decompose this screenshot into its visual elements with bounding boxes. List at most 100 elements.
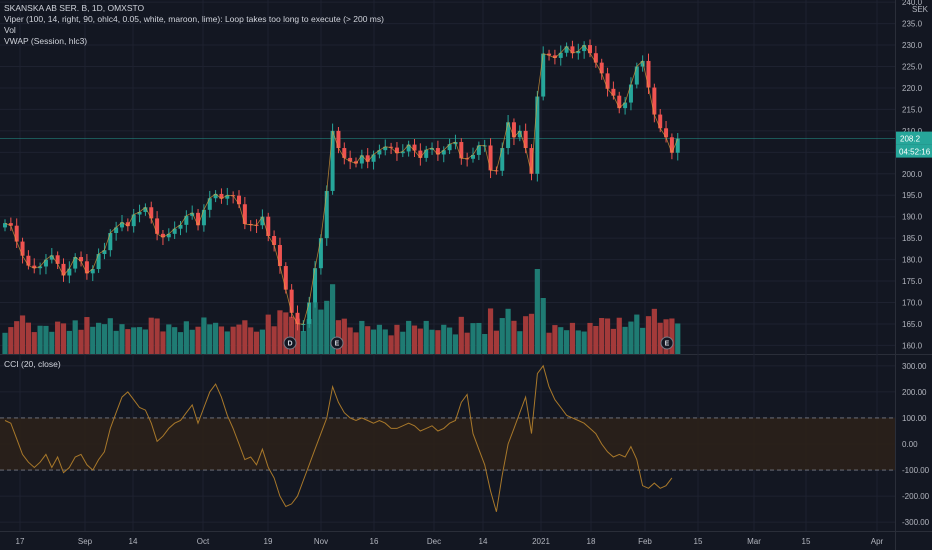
volume-bar	[201, 317, 207, 354]
candle-body	[529, 148, 534, 174]
volume-bar	[581, 331, 587, 354]
candle-body	[354, 161, 358, 164]
candle-body	[20, 241, 25, 256]
volume-bar	[253, 331, 260, 354]
candle-body	[73, 257, 78, 269]
candle-body	[90, 269, 95, 274]
legend-viper[interactable]: Viper (100, 14, right, 90, ohlc4, 0.05, …	[4, 14, 384, 24]
candle-body	[137, 211, 142, 215]
volume-bar	[19, 315, 26, 354]
cci-layer	[0, 364, 895, 512]
time-tick-label: Sep	[78, 537, 93, 546]
cci-legend[interactable]: CCI (20, close)	[4, 359, 61, 369]
volume-bar	[640, 327, 646, 354]
volume-bar	[172, 327, 178, 354]
candle-body	[348, 157, 353, 162]
volume-bar	[587, 322, 593, 354]
candle-body	[283, 266, 288, 290]
candle-body	[634, 66, 639, 85]
candle-body	[500, 148, 505, 171]
candle-body	[658, 114, 663, 129]
price-tick-label: 200.0	[902, 170, 923, 179]
volume-bar	[236, 324, 242, 354]
volume-bar	[8, 327, 14, 354]
candle-body	[669, 137, 674, 153]
candle-body	[277, 245, 282, 267]
volume-bar	[242, 320, 248, 354]
candle-body	[611, 88, 616, 96]
candle-body	[242, 204, 247, 224]
candle-body	[295, 312, 300, 324]
volume-bar	[55, 321, 61, 354]
candle-body	[3, 223, 7, 228]
candle-body	[307, 302, 312, 324]
volume-bar	[96, 322, 102, 354]
volume-bar	[183, 321, 189, 354]
volume-bar	[166, 324, 172, 354]
volume-bar	[482, 334, 488, 354]
candle-body	[424, 149, 429, 158]
price-tick-label: 220.0	[902, 84, 923, 93]
candle-body	[511, 122, 516, 138]
time-tick-label: Dec	[427, 537, 441, 546]
time-tick-label: 2021	[532, 537, 550, 546]
chart-legend[interactable]: SKANSKA AB SER. B, 1D, OMXSTO Viper (100…	[4, 3, 384, 47]
volume-bar	[177, 332, 184, 354]
countdown-text: 04:52:16	[899, 148, 931, 157]
volume-bar	[359, 320, 365, 354]
legend-vol[interactable]: Vol	[4, 25, 16, 35]
event-marker-label: E	[335, 341, 340, 348]
volume-bar	[376, 324, 382, 354]
candle-body	[166, 233, 171, 238]
volume-bar	[277, 310, 283, 354]
volume-bar	[14, 321, 20, 354]
volume-bar	[435, 330, 441, 354]
volume-bar	[599, 318, 605, 354]
volume-bar	[353, 332, 359, 354]
candle-body	[383, 146, 388, 151]
candle-body	[289, 289, 294, 313]
price-tick-label: 180.0	[902, 256, 923, 265]
legend-vwap[interactable]: VWAP (Session, hlc3)	[4, 36, 88, 46]
volume-bar	[447, 327, 453, 354]
candle-body	[225, 195, 230, 199]
volume-bar	[259, 329, 265, 354]
candle-body	[506, 122, 511, 149]
candle-body	[84, 261, 89, 274]
candle-body	[108, 232, 113, 251]
volume-bar	[60, 323, 67, 354]
candle-body	[359, 155, 364, 164]
price-tick-label: 165.0	[902, 320, 923, 329]
candle-body	[406, 144, 411, 152]
candle-body	[365, 155, 370, 162]
candle-body	[149, 207, 154, 219]
cci-tick-label: 0.00	[902, 440, 918, 449]
volume-bar	[300, 331, 306, 354]
cci-tick-label: 200.00	[902, 388, 927, 397]
candle-body	[447, 144, 452, 151]
volume-bar	[330, 284, 336, 354]
price-tick-label: 235.0	[902, 20, 923, 29]
candle-body	[599, 62, 604, 74]
event-marker	[283, 336, 297, 350]
candle-body	[459, 142, 464, 159]
candle-body	[336, 130, 341, 149]
price-tick-label: 190.0	[902, 213, 923, 222]
volume-bar	[119, 324, 125, 354]
candle-body	[412, 144, 417, 151]
candle-body	[588, 45, 592, 54]
volume-bar	[78, 329, 84, 354]
volume-bar	[441, 324, 447, 354]
volume-bar	[43, 325, 49, 354]
time-tick-label: 19	[264, 537, 273, 546]
price-tick-label: 240.0	[902, 0, 923, 7]
time-tick-label: 17	[16, 537, 25, 546]
volume-bar	[72, 320, 78, 354]
volume-bar	[341, 318, 347, 354]
volume-bar	[523, 316, 529, 354]
legend-symbol[interactable]: SKANSKA AB SER. B, 1D, OMXSTO	[4, 3, 145, 13]
volume-bar	[312, 302, 318, 354]
volume-bar	[131, 327, 137, 354]
